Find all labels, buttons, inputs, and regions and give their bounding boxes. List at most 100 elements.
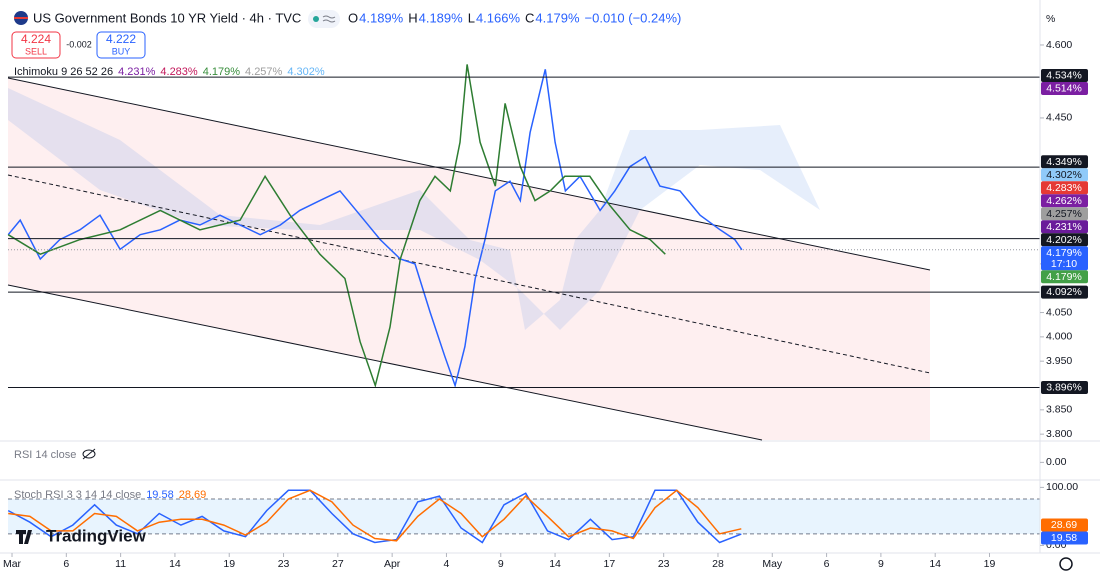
price-badge [1041, 380, 1088, 394]
y-tick-label: 3.800 [1046, 428, 1072, 440]
ohlc-label: L [468, 10, 475, 25]
price-badge-label: 4.179% [1046, 247, 1082, 259]
status-icon [322, 15, 336, 23]
ichimoku-cloud [8, 88, 820, 330]
x-tick-label: 23 [278, 558, 290, 570]
x-tick-label: 17 [604, 558, 616, 570]
channel-lower [7, 284, 763, 441]
price-badge [1041, 233, 1088, 247]
price-badge [1041, 155, 1088, 169]
status-dot [313, 16, 319, 22]
price-badge-label: 4.302% [1046, 169, 1082, 181]
x-tick-label: 19 [984, 558, 996, 570]
ohlc-label: C [525, 10, 534, 25]
indicator-name: Ichimoku 9 26 52 26 [14, 66, 113, 78]
price-badge [1041, 518, 1088, 532]
y-tick-label: 4.050 [1046, 306, 1072, 318]
series-line [7, 69, 743, 389]
drawings [7, 77, 931, 441]
price-badge-label: 3.896% [1046, 382, 1082, 394]
legend-value: 19.58 [146, 489, 174, 501]
y-tick-label: 4.450 [1046, 112, 1072, 124]
price-badge [1041, 531, 1088, 545]
price-badge-label: 4.283% [1046, 182, 1082, 194]
price-badge [1041, 207, 1088, 221]
buy-price: 4.222 [106, 32, 136, 46]
x-tick-label: 14 [169, 558, 181, 570]
ohlc-label: H [408, 10, 417, 25]
pane-title: RSI 14 close [14, 449, 76, 461]
sell-price: 4.224 [21, 32, 51, 46]
x-tick-label: 14 [929, 558, 941, 570]
ohlc-value: 4.189% [359, 10, 404, 25]
price-badge-label: 4.092% [1046, 286, 1082, 298]
logo: TradingView [16, 526, 147, 545]
indicator-value: 4.179% [203, 66, 241, 78]
spread: -0.002 [66, 39, 92, 49]
x-tick-label: 9 [878, 558, 884, 570]
y-tick-label: 0.00 [1046, 456, 1067, 468]
price-badge [1041, 81, 1088, 95]
channel-upper [7, 77, 931, 271]
x-tick-label: 14 [549, 558, 561, 570]
x-tick-label: 23 [658, 558, 670, 570]
series-line [7, 489, 742, 544]
channel-fill [8, 78, 930, 440]
channel-mid [7, 174, 931, 374]
logo-text: TradingView [46, 526, 147, 545]
x-tick-label: Apr [384, 558, 401, 570]
buy-button[interactable] [96, 31, 146, 59]
flag-icon [14, 17, 28, 19]
header: US Government Bonds 10 YR Yield · 4h · T… [11, 10, 340, 78]
eye-icon[interactable] [82, 449, 96, 459]
sell-button[interactable] [11, 31, 61, 59]
rsi-icon [82, 448, 96, 460]
y-tick-label: 4.000 [1046, 331, 1072, 343]
ohlc-change: −0.010 (−0.24%) [585, 10, 682, 25]
ohlc-value: 4.179% [535, 10, 580, 25]
x-tick-label: 19 [223, 558, 235, 570]
y-tick-label: 100.00 [1046, 481, 1078, 493]
price-badge [1041, 220, 1088, 234]
x-tick-label: Mar [3, 558, 22, 570]
price-badge-label: 4.231% [1046, 221, 1082, 233]
eye-icon-slash [82, 448, 96, 460]
logo-mark [16, 530, 32, 544]
price-badge-label: 4.262% [1046, 195, 1082, 207]
price-badge [1041, 168, 1088, 182]
x-tick-label: 6 [824, 558, 830, 570]
indicator-value: 4.283% [160, 66, 198, 78]
y-tick-label: 3.850 [1046, 404, 1072, 416]
price-badge [1041, 246, 1088, 271]
price-badge-label: 4.534% [1046, 70, 1082, 82]
price-badge-label: 4.257% [1046, 208, 1082, 220]
indicator-value: 4.302% [287, 66, 325, 78]
y-tick-label: 3.950 [1046, 355, 1072, 367]
sell-label: SELL [25, 46, 47, 56]
axes: 4.6004.4504.1504.0504.0003.9503.8503.800… [3, 13, 1088, 570]
series-line [7, 64, 666, 389]
price-badge [1041, 68, 1088, 82]
price-badge-label: 4.202% [1046, 234, 1082, 246]
price-badge-label: 4.179% [1046, 271, 1082, 283]
x-tick-label: 11 [115, 558, 126, 570]
legend-value: 28.69 [179, 489, 207, 501]
indicator-value: 4.257% [245, 66, 283, 78]
settings-button[interactable] [1059, 557, 1073, 571]
band-fill [8, 499, 1040, 534]
price-badge-label: 4.514% [1046, 83, 1082, 95]
x-tick-label: 9 [498, 558, 504, 570]
price-badge [1041, 181, 1088, 195]
compare-button[interactable] [308, 10, 340, 28]
x-tick-label: 28 [712, 558, 724, 570]
x-tick-label: 6 [63, 558, 69, 570]
x-tick-label: May [762, 558, 783, 570]
price-badge-label: 19.58 [1051, 532, 1077, 544]
x-tick-label: 4 [444, 558, 450, 570]
marks [7, 64, 1040, 544]
series-line [8, 489, 742, 542]
ohlc-value: 4.189% [419, 10, 464, 25]
buy-label: BUY [112, 46, 131, 56]
ohlc-label: O [348, 10, 358, 25]
price-badge [1041, 194, 1088, 208]
